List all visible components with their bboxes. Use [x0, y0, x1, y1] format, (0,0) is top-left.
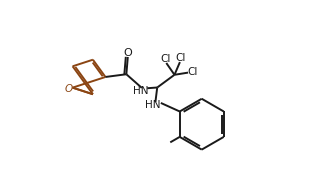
- Text: HN: HN: [146, 100, 161, 110]
- Text: HN: HN: [133, 86, 148, 96]
- Text: Cl: Cl: [187, 67, 197, 77]
- Text: O: O: [123, 48, 132, 58]
- Text: Cl: Cl: [176, 53, 186, 64]
- Text: O: O: [65, 84, 73, 94]
- Text: Cl: Cl: [160, 54, 171, 64]
